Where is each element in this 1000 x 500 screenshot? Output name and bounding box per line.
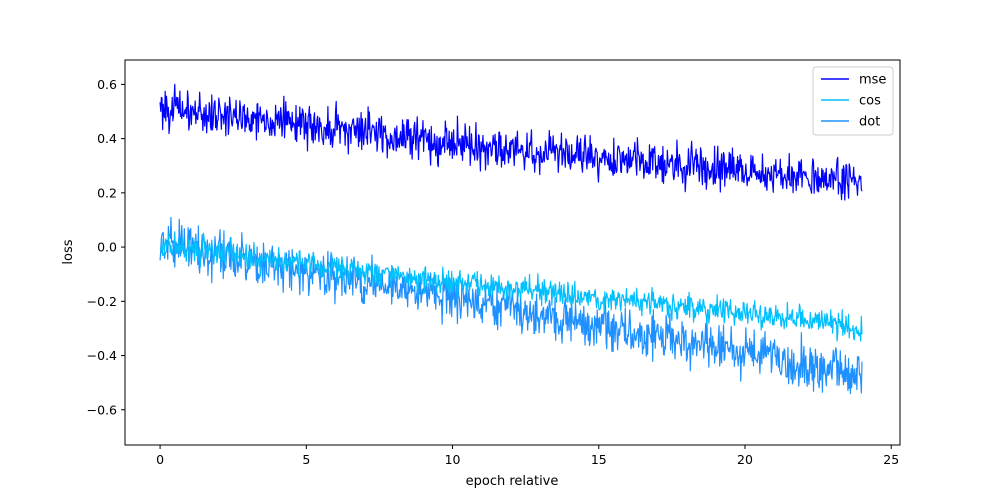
y-tick-label: −0.6	[87, 402, 117, 417]
y-tick-label: −0.4	[87, 348, 117, 363]
legend-box	[812, 66, 894, 136]
y-tick-label: 0.4	[97, 131, 117, 146]
legend-label-dot: dot	[859, 115, 880, 130]
x-tick-label: 25	[883, 452, 899, 467]
series-line-mse	[159, 83, 863, 201]
y-tick-label: 0.6	[97, 77, 117, 92]
y-axis-label: loss	[61, 239, 76, 264]
plot-frame	[124, 59, 901, 446]
y-axis: −0.6 −0.4 −0.2 0.0 0.2 0.4 0.6	[87, 77, 125, 417]
legend-label-mse: mse	[859, 73, 886, 88]
x-axis-label: epoch relative	[466, 474, 559, 489]
x-tick-label: 5	[302, 452, 310, 467]
x-tick-label: 10	[445, 452, 461, 467]
x-tick-label: 15	[591, 452, 607, 467]
y-tick-label: 0.0	[97, 240, 117, 255]
x-axis: 0 5 10 15 20 25	[156, 445, 899, 467]
series-line-cos	[159, 231, 863, 342]
y-tick-label: 0.2	[97, 185, 117, 200]
x-tick-label: 20	[737, 452, 753, 467]
series-line-dot	[159, 216, 863, 395]
y-tick-label: −0.2	[87, 294, 117, 309]
legend-label-cos: cos	[859, 94, 881, 109]
x-tick-label: 0	[156, 452, 164, 467]
series-layer	[159, 83, 863, 395]
legend: mse cos dot	[812, 66, 894, 136]
